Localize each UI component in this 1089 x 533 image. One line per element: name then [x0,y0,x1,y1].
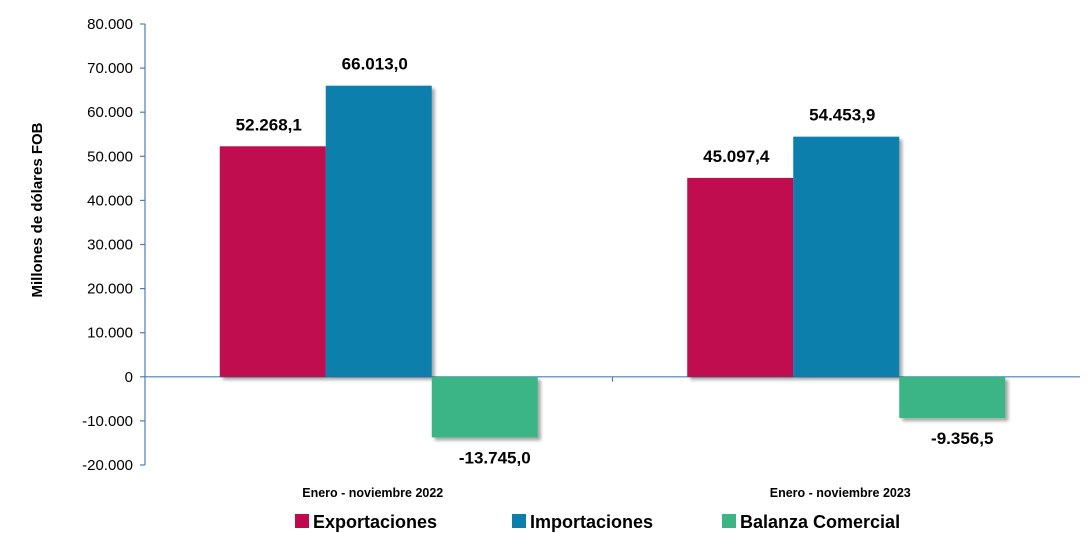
y-tick-label: 50.000 [87,148,133,165]
x-category-label: Enero - noviembre 2022 [302,486,443,500]
data-label: 45.097,4 [703,147,770,166]
legend-item-balanza-comercial: Balanza Comercial [722,512,900,532]
legend: Exportaciones Importaciones Balanza Comerc… [295,512,900,532]
legend-label: Importaciones [530,512,653,532]
y-axis-title: Millones de dólares FOB [29,122,46,297]
legend-swatch [722,514,736,528]
data-label: -9.356,5 [931,429,993,448]
legend-item-importaciones: Importaciones [512,512,653,532]
bar-importaciones [793,136,900,377]
bar-importaciones [325,85,432,377]
data-label: 54.453,9 [809,106,875,125]
y-tick-label: 60.000 [87,104,133,121]
y-axis: 80.000 70.000 60.000 50.000 40.000 30.000 20.0… [82,16,146,474]
y-tick-label: 80.000 [87,16,133,33]
data-labels: 52.268,1 66.013,0 -13.745,0 45.097,4 54.453,… [236,55,994,468]
x-category-label: Enero - noviembre 2023 [770,486,911,500]
legend-item-exportaciones: Exportaciones [295,512,437,532]
legend-label: Balanza Comercial [740,512,900,532]
data-label: 52.268,1 [236,115,302,134]
legend-swatch [512,514,526,528]
y-tick-label: 30.000 [87,237,133,254]
y-tick-label: 10.000 [87,325,133,342]
legend-label: Exportaciones [313,512,437,532]
bar-balanza-comercial [431,376,538,438]
bar-exportaciones [687,177,794,377]
y-tick-label: -10.000 [82,413,133,430]
y-tick-label: -20.000 [82,457,133,474]
y-tick-label: 20.000 [87,281,133,298]
legend-swatch [295,514,309,528]
data-label: 66.013,0 [342,55,408,74]
data-label: -13.745,0 [459,448,531,467]
bar-exportaciones [219,146,326,377]
y-tick-label: 40.000 [87,192,133,209]
bars [219,85,1006,438]
y-tick-label: 0 [125,369,133,386]
y-tick-label: 70.000 [87,60,133,77]
bar-balanza-comercial [899,376,1006,419]
